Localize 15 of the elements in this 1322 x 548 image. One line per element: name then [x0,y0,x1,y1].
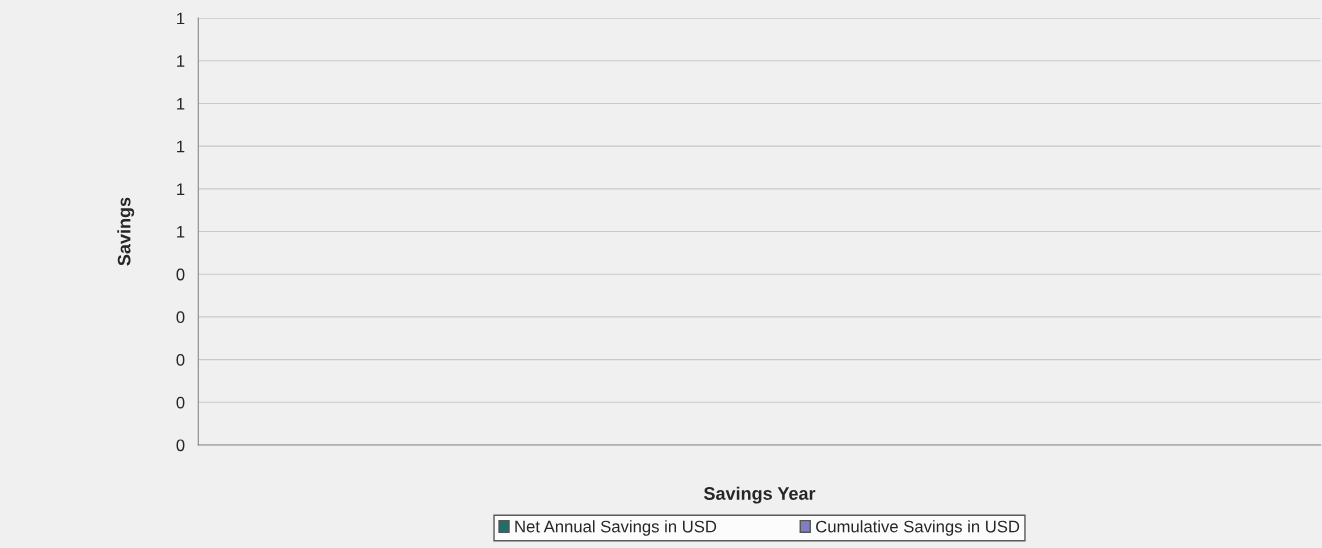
y-tick-label: 1 [177,55,185,67]
y-tick-label: 0 [176,268,185,281]
y-tick-label: 0 [176,354,185,366]
y-tick-label: 1 [177,183,185,195]
legend-label: Cumulative Savings in USD [816,520,1020,536]
legend-label: Net Annual Savings in USD [515,520,717,536]
y-tick-label: 1 [177,12,185,25]
x-axis-title: Savings Year [703,486,816,504]
y-tick-label: 1 [177,226,185,238]
y-tick-label: 0 [176,311,185,324]
y-tick-label: 1 [177,98,185,110]
y-axis-title: Savings [117,197,135,266]
y-tick-label: 1 [177,140,185,153]
y-tick-label: 0 [176,439,185,452]
y-tick-label: 0 [176,396,185,409]
